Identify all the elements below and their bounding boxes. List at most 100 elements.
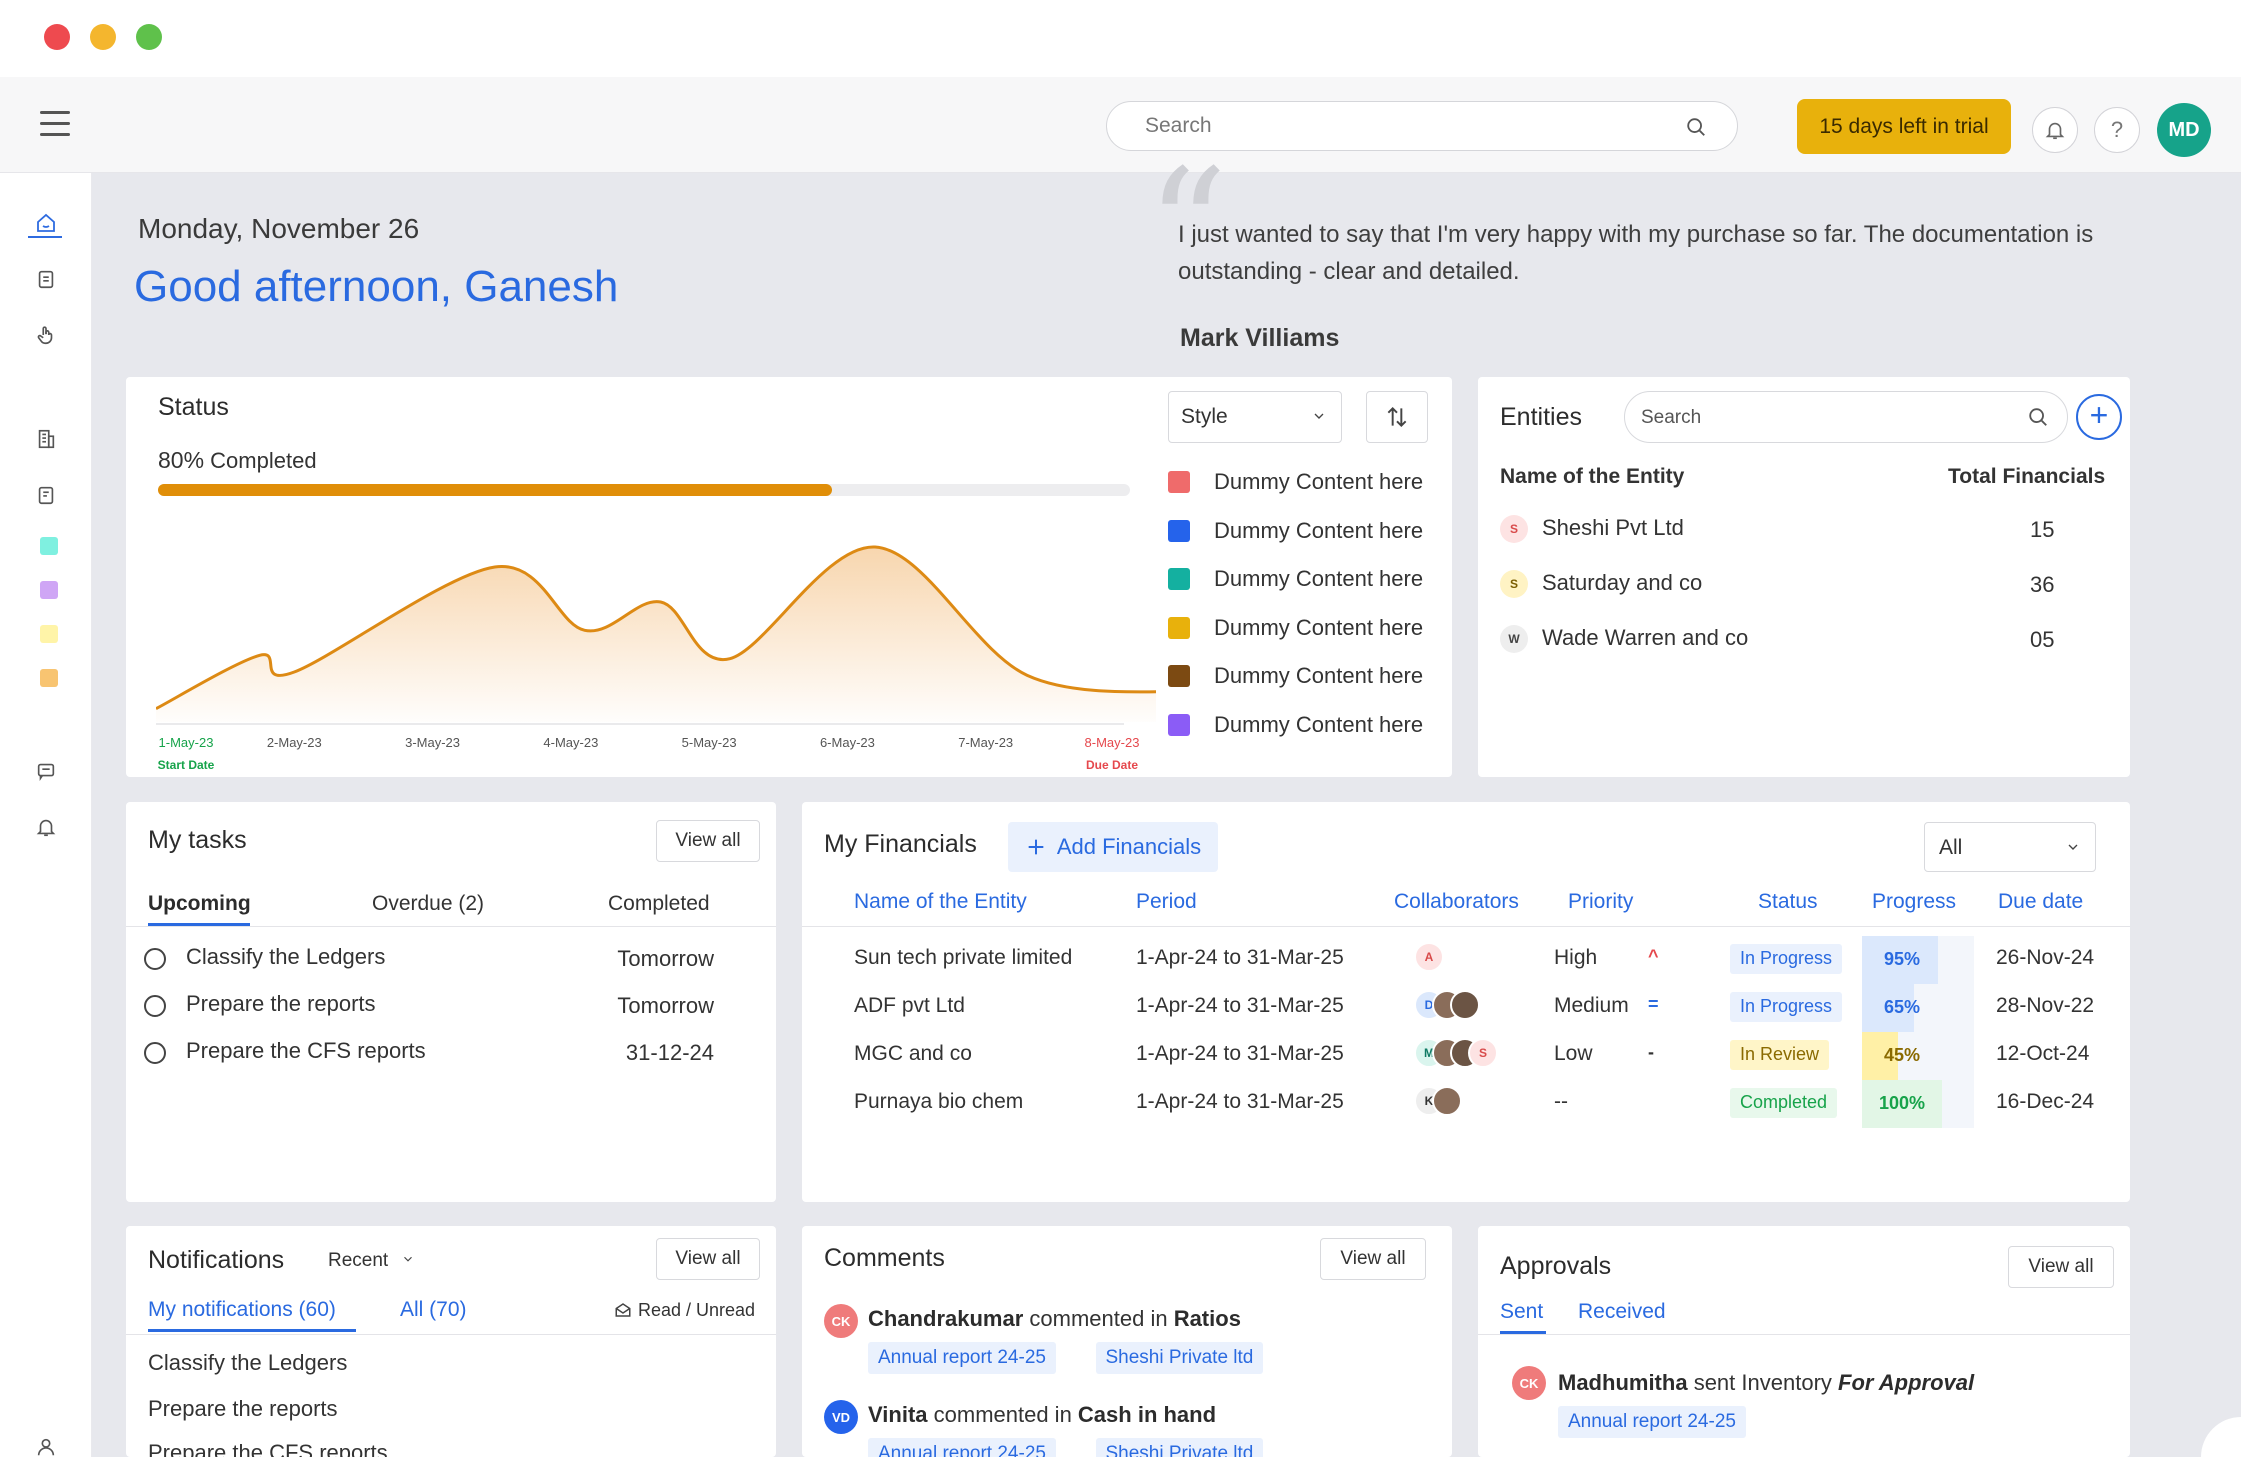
global-search[interactable] <box>1106 101 1738 151</box>
financials-col-status[interactable]: Status <box>1758 890 1818 913</box>
notification-bell-icon[interactable] <box>2032 107 2078 153</box>
financial-progress-fill <box>1862 1032 1898 1080</box>
comment-text[interactable]: Chandrakumar commented in Ratios <box>868 1306 1241 1332</box>
clipboard-icon[interactable] <box>32 265 60 293</box>
task-name[interactable]: Classify the Ledgers <box>186 944 386 969</box>
notifications-view-all-button[interactable]: View all <box>656 1238 760 1280</box>
chart-series-line <box>156 545 1156 711</box>
tab-sent[interactable]: Sent <box>1500 1300 1544 1323</box>
financials-col-progress[interactable]: Progress <box>1872 890 1957 913</box>
comment-text[interactable]: Vinita commented in Cash in hand <box>868 1402 1216 1428</box>
financials-filter-dropdown[interactable]: All <box>1924 822 2096 872</box>
task-name[interactable]: Prepare the reports <box>186 991 376 1016</box>
entities-title: Entities <box>1500 403 1582 431</box>
entities-search-input[interactable] <box>1641 407 2001 429</box>
comment-tag[interactable]: Sheshi Private ltd <box>1095 1342 1264 1374</box>
legend-swatch <box>1168 665 1190 687</box>
bell-icon[interactable] <box>32 813 60 841</box>
tab-completed[interactable]: Completed <box>608 892 710 915</box>
trial-badge[interactable]: 15 days left in trial <box>1797 99 2011 154</box>
tab-all-notifications[interactable]: All (70) <box>400 1298 467 1321</box>
sort-button[interactable] <box>1366 391 1428 443</box>
task-name[interactable]: Prepare the CFS reports <box>186 1038 426 1063</box>
financials-col-due-date[interactable]: Due date <box>1998 890 2084 913</box>
menu-icon[interactable] <box>40 111 70 137</box>
color-swatch-purple[interactable] <box>40 581 58 599</box>
entities-col-name: Name of the Entity <box>1500 465 1685 488</box>
task-due-date: Tomorrow <box>617 946 714 971</box>
color-swatch-orange[interactable] <box>40 669 58 687</box>
comment-tag[interactable]: Annual report 24-25 <box>868 1438 1056 1457</box>
comment-user: Vinita <box>868 1402 928 1427</box>
tab-active-underline <box>148 923 250 926</box>
task-checkbox[interactable] <box>144 1042 166 1064</box>
building-icon[interactable] <box>32 425 60 453</box>
approval-tag[interactable]: Annual report 24-25 <box>1558 1406 1746 1438</box>
collaborator-avatar[interactable] <box>1450 990 1480 1020</box>
financials-col-priority[interactable]: Priority <box>1568 890 1634 913</box>
style-dropdown[interactable]: Style <box>1168 391 1342 443</box>
read-unread-toggle[interactable]: Read / Unread <box>614 1300 755 1321</box>
notifications-card: Notifications Recent View all My notific… <box>126 1226 776 1457</box>
financial-row[interactable]: MGC and co 1-Apr-24 to 31-Mar-25 M S Low - In … <box>802 1030 2130 1080</box>
search-icon[interactable] <box>2027 406 2049 428</box>
x-tick-label: 6-May-23 <box>820 735 875 750</box>
collaborator-avatar[interactable] <box>1432 1086 1462 1116</box>
financials-col-collaborators[interactable]: Collaborators <box>1394 890 1519 913</box>
entities-search[interactable] <box>1624 391 2068 443</box>
color-swatch-teal[interactable] <box>40 537 58 555</box>
color-swatch-yellow[interactable] <box>40 625 58 643</box>
tab-overdue[interactable]: Overdue (2) <box>372 892 485 915</box>
chat-icon[interactable] <box>32 757 60 785</box>
collaborator-avatar[interactable]: S <box>1468 1038 1498 1068</box>
comment-tag[interactable]: Sheshi Private ltd <box>1095 1438 1264 1457</box>
entity-total: 15 <box>2030 517 2055 542</box>
comment-target: Ratios <box>1173 1306 1241 1331</box>
global-search-input[interactable] <box>1145 114 1665 138</box>
approvals-view-all-button[interactable]: View all <box>2008 1246 2114 1288</box>
notification-item[interactable]: Prepare the CFS reports <box>148 1440 388 1457</box>
task-checkbox[interactable] <box>144 948 166 970</box>
notifications-filter-dropdown[interactable]: Recent <box>328 1250 415 1272</box>
financial-row[interactable]: ADF pvt Ltd 1-Apr-24 to 31-Mar-25 D Medium =… <box>802 982 2130 1032</box>
plus-icon <box>1028 839 1044 855</box>
home-icon[interactable] <box>32 209 60 237</box>
minimize-window-button[interactable] <box>90 24 116 50</box>
user-settings-icon[interactable] <box>32 1433 60 1457</box>
tab-received[interactable]: Received <box>1578 1300 1666 1323</box>
financial-row[interactable]: Purnaya bio chem 1-Apr-24 to 31-Mar-25 K --… <box>802 1078 2130 1128</box>
task-checkbox[interactable] <box>144 995 166 1017</box>
close-window-button[interactable] <box>44 24 70 50</box>
user-avatar[interactable]: MD <box>2157 103 2211 157</box>
entity-avatar: S <box>1500 515 1528 543</box>
comments-title: Comments <box>824 1244 945 1272</box>
comments-view-all-button[interactable]: View all <box>1320 1238 1426 1280</box>
notification-item[interactable]: Classify the Ledgers <box>148 1350 348 1375</box>
entity-row[interactable]: W Wade Warren and co 05 <box>1500 621 2100 661</box>
financial-status-badge: In Review <box>1730 1040 1830 1070</box>
collaborator-avatar[interactable]: A <box>1414 942 1444 972</box>
approval-text[interactable]: Madhumitha sent Inventory For Approval <box>1558 1370 1974 1396</box>
add-entity-button[interactable]: + <box>2076 394 2122 440</box>
comment-tag[interactable]: Annual report 24-25 <box>868 1342 1056 1374</box>
tab-my-notifications[interactable]: My notifications (60) <box>148 1298 336 1321</box>
notes-icon[interactable] <box>32 481 60 509</box>
financial-progress: 45% <box>1862 1032 1974 1080</box>
add-financials-button[interactable]: Add Financials <box>1008 822 1218 872</box>
notification-item[interactable]: Prepare the reports <box>148 1396 338 1421</box>
maximize-window-button[interactable] <box>136 24 162 50</box>
tab-upcoming[interactable]: Upcoming <box>148 892 251 915</box>
help-icon[interactable]: ? <box>2094 107 2140 153</box>
financial-row[interactable]: Sun tech private limited 1-Apr-24 to 31-M… <box>802 934 2130 984</box>
financials-col-period[interactable]: Period <box>1136 890 1197 913</box>
task-due-date: Tomorrow <box>617 993 714 1018</box>
search-icon[interactable] <box>1685 116 1707 138</box>
financial-progress-label: 45% <box>1883 1045 1921 1065</box>
entity-row[interactable]: S Saturday and co 36 <box>1500 566 2100 606</box>
current-date: Monday, November 26 <box>138 213 420 244</box>
entity-row[interactable]: S Sheshi Pvt Ltd 15 <box>1500 511 2100 551</box>
tasks-view-all-button[interactable]: View all <box>656 820 760 862</box>
sort-icon <box>1387 406 1407 428</box>
hand-pointer-icon[interactable] <box>32 321 60 349</box>
financials-col-name[interactable]: Name of the Entity <box>854 890 1027 913</box>
